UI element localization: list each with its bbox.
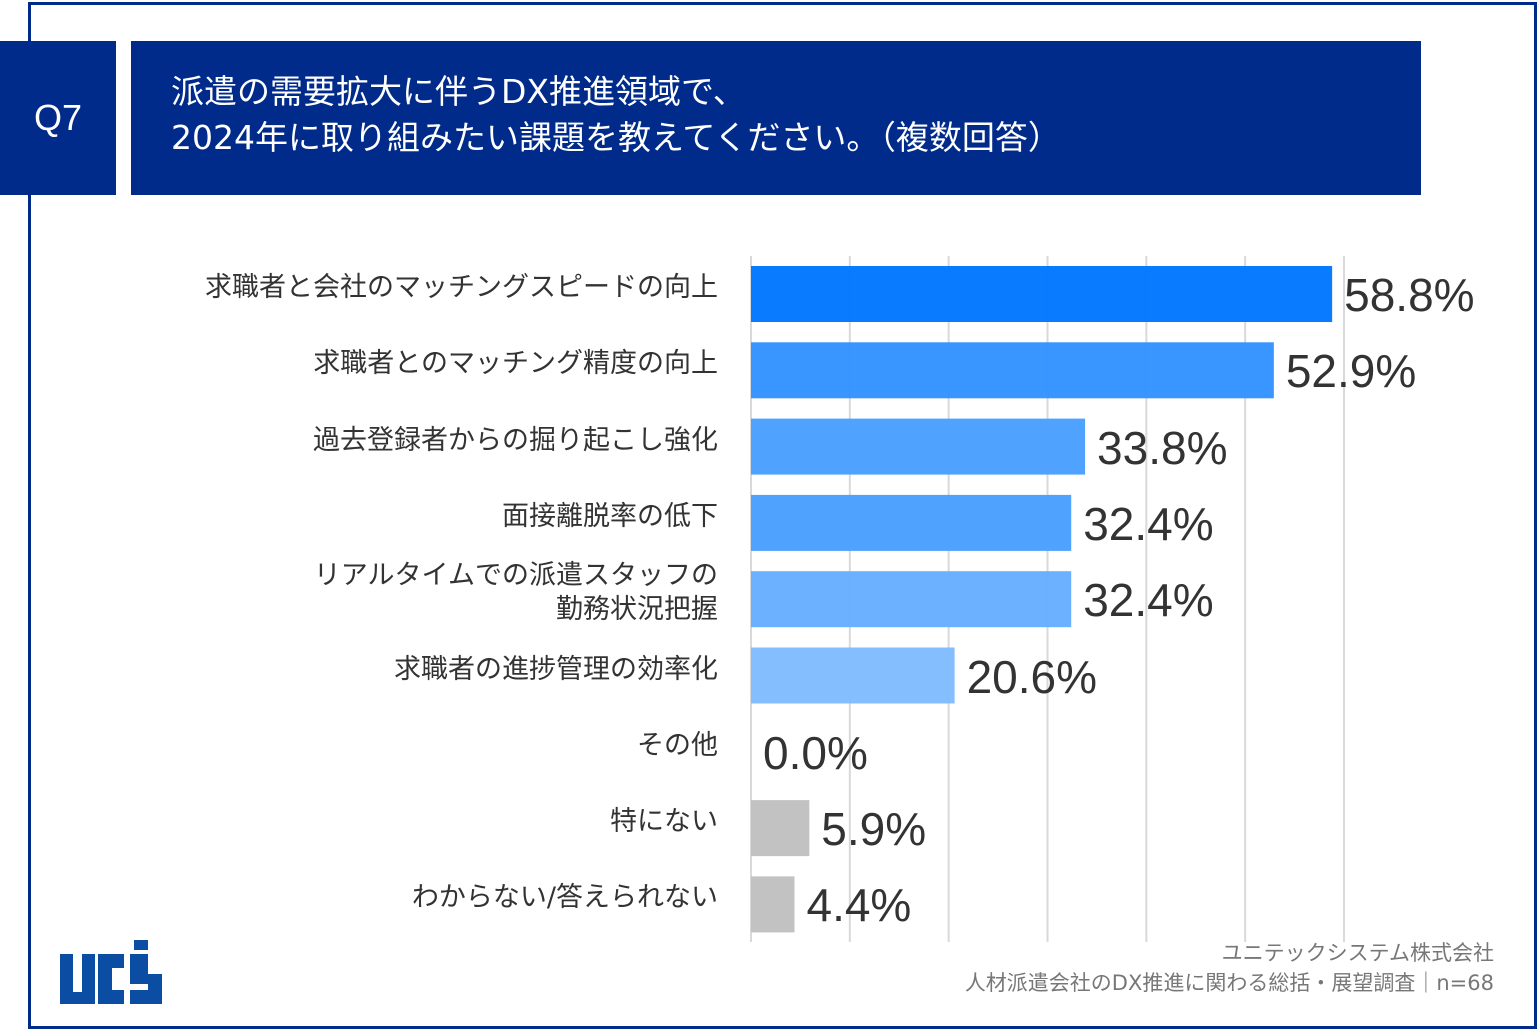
value-label: 32.4%	[1083, 497, 1214, 550]
bar	[751, 800, 810, 857]
chart-frame	[28, 2, 1537, 1029]
ucs-logo	[60, 940, 162, 1004]
category-label: その他	[637, 729, 718, 763]
value-label: 4.4%	[806, 879, 912, 932]
category-label-line: わからない/答えられない	[411, 882, 718, 914]
bar	[751, 876, 795, 933]
bar	[751, 342, 1274, 399]
question-title-line-2: 2024年に取り組みたい課題を教えてください。（複数回答）	[171, 118, 1061, 157]
value-label: 52.9%	[1285, 345, 1417, 398]
category-label-line: リアルタイムでの派遣スタッフの	[313, 560, 718, 592]
bar	[751, 571, 1072, 628]
question-title: 派遣の需要拡大に伴うDX推進領域で、 2024年に取り組みたい課題を教えてくださ…	[131, 41, 1421, 195]
question-title-line-1: 派遣の需要拡大に伴うDX推進領域で、	[171, 72, 746, 111]
bar	[751, 418, 1086, 475]
category-label: わからない/答えられない	[412, 881, 718, 915]
category-label-line: 勤務状況把握	[556, 594, 718, 626]
value-label: 33.8%	[1097, 421, 1228, 474]
value-label: 5.9%	[821, 803, 927, 856]
category-label: 求職者の進捗管理の効率化	[394, 653, 718, 687]
bar	[751, 266, 1333, 322]
category-label-line: 面接離脱率の低下	[502, 500, 718, 532]
category-label-line: 求職者とのマッチング精度の向上	[313, 348, 718, 380]
value-label: 20.6%	[966, 650, 1098, 703]
category-label: 求職者とのマッチング精度の向上	[313, 347, 718, 381]
category-label: 求職者と会社のマッチングスピードの向上	[205, 271, 718, 305]
value-label: 32.4%	[1083, 574, 1214, 627]
category-label: 過去登録者からの掘り起こし強化	[313, 424, 718, 458]
category-label: リアルタイムでの派遣スタッフの 勤務状況把握	[314, 559, 718, 627]
value-label: 58.8%	[1344, 269, 1475, 321]
bar	[751, 494, 1072, 551]
category-label-line: 求職者と会社のマッチングスピードの向上	[205, 272, 718, 303]
category-label-line: 求職者の進捗管理の効率化	[394, 653, 718, 685]
category-label-line: その他	[637, 729, 718, 761]
category-label: 面接離脱率の低下	[502, 500, 718, 534]
company-name: ユニテックシステム株式会社	[1221, 941, 1494, 965]
bar	[751, 647, 955, 704]
category-label: 特にない	[610, 805, 718, 839]
category-label-line: 特にない	[610, 806, 718, 838]
survey-info: 人材派遣会社のDX推進に関わる総括・展望調査｜n=68	[964, 971, 1494, 995]
source-note: ユニテックシステム株式会社 人材派遣会社のDX推進に関わる総括・展望調査｜n=6…	[965, 938, 1494, 998]
category-label-line: 過去登録者からの掘り起こし強化	[313, 424, 718, 456]
question-number-badge: Q7	[0, 41, 116, 195]
value-label: 0.0%	[763, 726, 868, 779]
